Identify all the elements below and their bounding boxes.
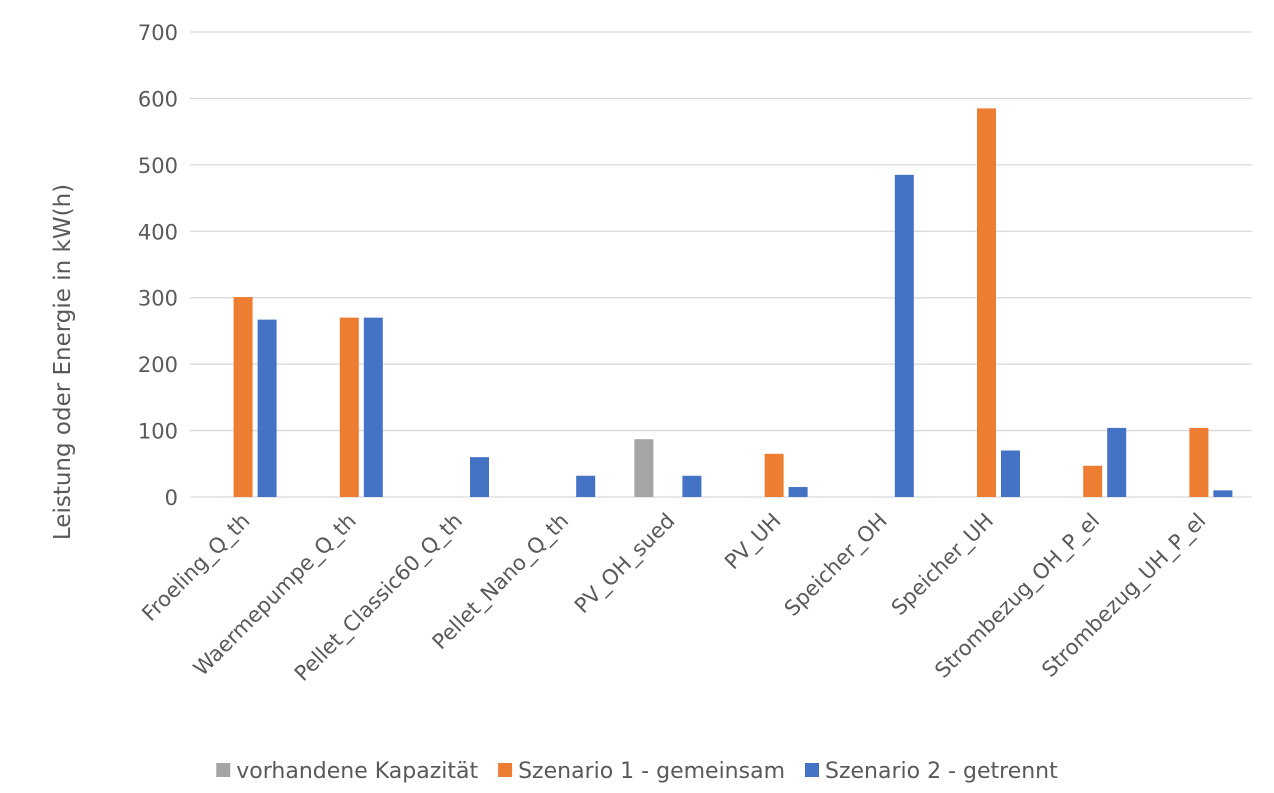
bar bbox=[894, 174, 914, 498]
y-tick-label: 700 bbox=[138, 21, 178, 45]
x-tick-label: Speicher_OH bbox=[780, 509, 893, 622]
bar bbox=[634, 439, 654, 497]
legend-item: Szenario 2 - getrennt bbox=[805, 759, 1058, 784]
bar bbox=[682, 475, 702, 497]
y-axis-label: Leistung oder Energie in kW(h) bbox=[50, 184, 76, 540]
x-tick-label: PV_UH bbox=[720, 509, 786, 575]
y-tick-label: 0 bbox=[165, 486, 178, 510]
bar bbox=[257, 319, 277, 497]
bar bbox=[1189, 427, 1209, 497]
legend-swatch bbox=[805, 763, 819, 777]
y-tick-label: 300 bbox=[138, 287, 178, 311]
legend-item: vorhandene Kapazität bbox=[216, 759, 478, 784]
y-tick-label: 100 bbox=[138, 420, 178, 444]
bar bbox=[1001, 450, 1020, 497]
y-tick-label: 200 bbox=[138, 353, 178, 377]
bar bbox=[764, 453, 784, 497]
y-axis-ticks: 0 100 200 300 400 500 600 700 bbox=[138, 21, 178, 510]
legend-label: vorhandene Kapazität bbox=[236, 759, 478, 784]
legend-swatch bbox=[216, 763, 231, 777]
legend-label: Szenario 2 - getrennt bbox=[825, 759, 1058, 784]
bar bbox=[1107, 427, 1127, 497]
legend-swatch bbox=[498, 763, 513, 777]
legend-item: Szenario 1 - gemeinsam bbox=[498, 759, 785, 784]
bar bbox=[576, 475, 596, 497]
bar bbox=[977, 108, 996, 498]
bars bbox=[233, 108, 1233, 498]
x-tick-label: PV_OH_sued bbox=[570, 509, 680, 619]
x-tick-label: Froeling_Q_th bbox=[137, 509, 255, 627]
bar bbox=[363, 317, 383, 497]
bar bbox=[233, 297, 253, 497]
legend: vorhandene Kapazität Szenario 1 - gemeins… bbox=[216, 759, 1058, 784]
bar bbox=[1213, 490, 1233, 497]
bar bbox=[339, 317, 359, 497]
x-tick-label: Speicher_UH bbox=[887, 509, 999, 621]
y-tick-label: 400 bbox=[138, 220, 178, 244]
bar bbox=[470, 457, 489, 497]
y-tick-label: 500 bbox=[138, 154, 178, 178]
legend-label: Szenario 1 - gemeinsam bbox=[518, 759, 785, 784]
x-axis-ticks: Froeling_Q_thWaermepumpe_Q_thPellet_Clas… bbox=[137, 509, 1211, 687]
bar bbox=[1083, 465, 1103, 497]
bar bbox=[788, 487, 808, 497]
y-tick-label: 600 bbox=[138, 87, 178, 111]
